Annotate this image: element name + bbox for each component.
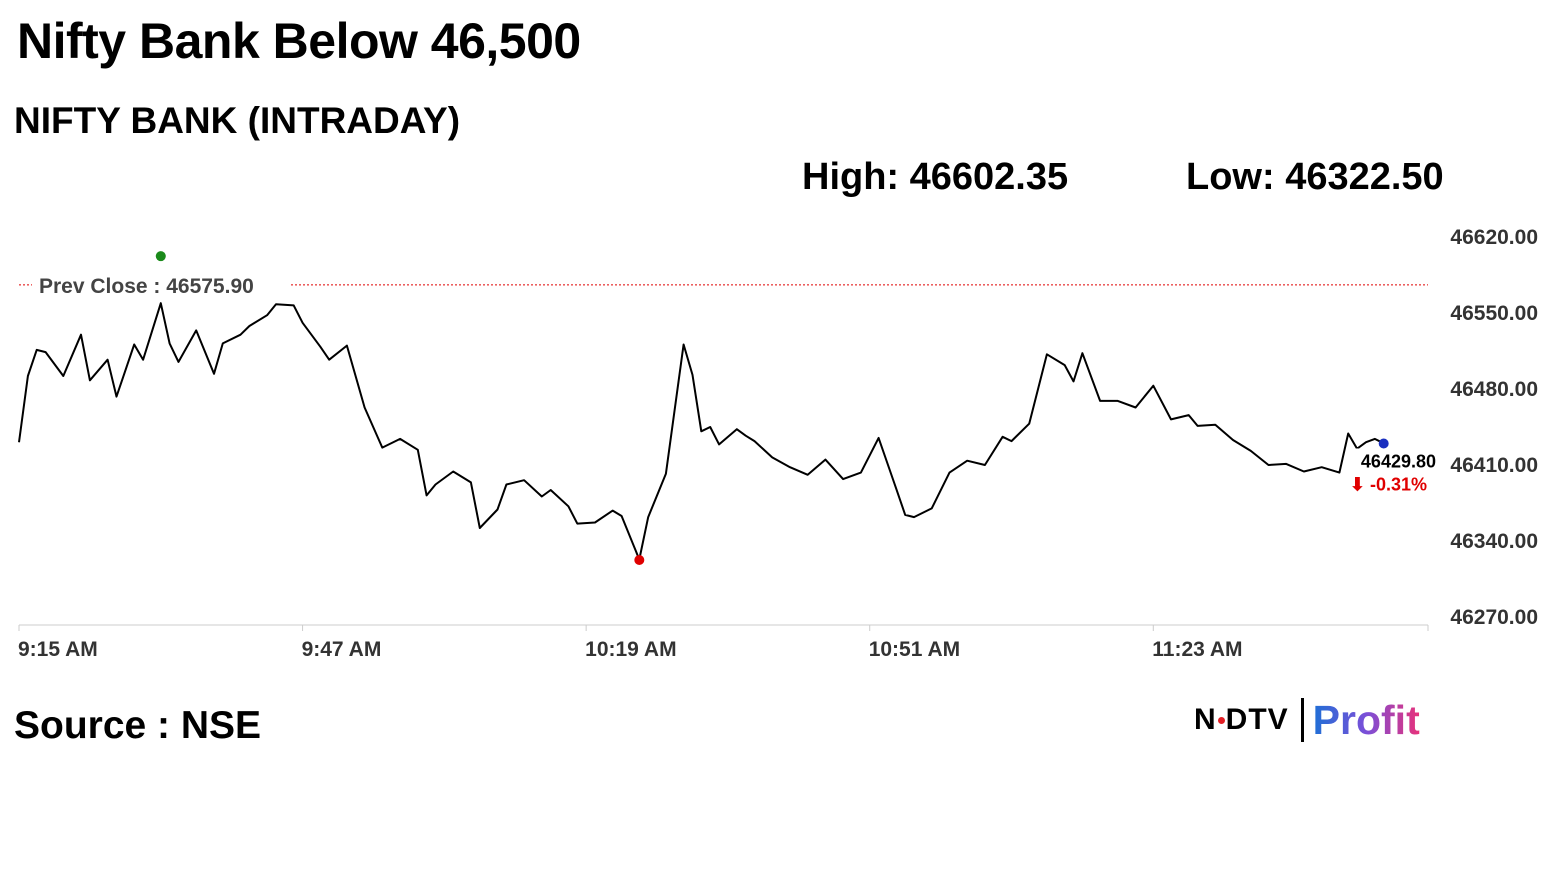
change-percent-label: ⬇ -0.31% xyxy=(1350,475,1427,495)
y-tick-label: 46550.00 xyxy=(1450,302,1538,325)
logo-ndtv-text: N DTV xyxy=(1194,703,1289,737)
x-tick-label: 9:15 AM xyxy=(18,638,98,661)
x-tick-label: 11:23 AM xyxy=(1152,638,1242,661)
logo-separator xyxy=(1300,698,1304,742)
logo-ndtv-rest: DTV xyxy=(1225,703,1289,736)
prev-close-label: Prev Close : 46575.90 xyxy=(39,275,254,298)
low-value: Low: 46322.50 xyxy=(1186,156,1444,198)
high-marker xyxy=(155,251,166,262)
high-value: High: 46602.35 xyxy=(802,156,1069,198)
low-marker xyxy=(634,555,645,565)
logo-red-dot xyxy=(1217,716,1225,724)
y-tick-label: 46410.00 xyxy=(1450,454,1538,477)
y-tick-label: 46340.00 xyxy=(1450,530,1538,553)
last-price-label-bg xyxy=(1348,448,1434,493)
y-tick-label: 46480.00 xyxy=(1450,378,1538,401)
price-series xyxy=(18,302,1385,561)
prev-close-label-bg xyxy=(32,270,290,299)
chart-title: Nifty Bank Below 46,500 xyxy=(17,13,581,69)
last-price-marker xyxy=(1378,438,1389,449)
logo-ndtv-n: N xyxy=(1194,703,1217,736)
ndtv-profit-logo: N DTV Profit xyxy=(1194,694,1420,746)
logo-profit-text: Profit xyxy=(1312,696,1420,743)
last-price-label: 46429.80 xyxy=(1361,452,1436,472)
x-tick-label: 10:19 AM xyxy=(585,638,676,661)
x-tick-label: 9:47 AM xyxy=(302,638,382,661)
y-tick-label: 46620.00 xyxy=(1450,226,1538,249)
price-line xyxy=(18,302,1385,561)
x-tick-label: 10:51 AM xyxy=(869,638,960,661)
prev-close-group: Prev Close : 46575.90 xyxy=(19,270,1428,299)
y-tick-label: 46270.00 xyxy=(1450,606,1538,629)
marker-group: 46429.80 ⬇ -0.31% xyxy=(155,251,1436,565)
chart-subtitle: NIFTY BANK (INTRADAY) xyxy=(14,100,461,141)
chart-axes: 46620.00 46550.00 46480.00 46410.00 46340.00… xyxy=(18,226,1538,661)
source-note: Source : NSE xyxy=(14,704,262,747)
